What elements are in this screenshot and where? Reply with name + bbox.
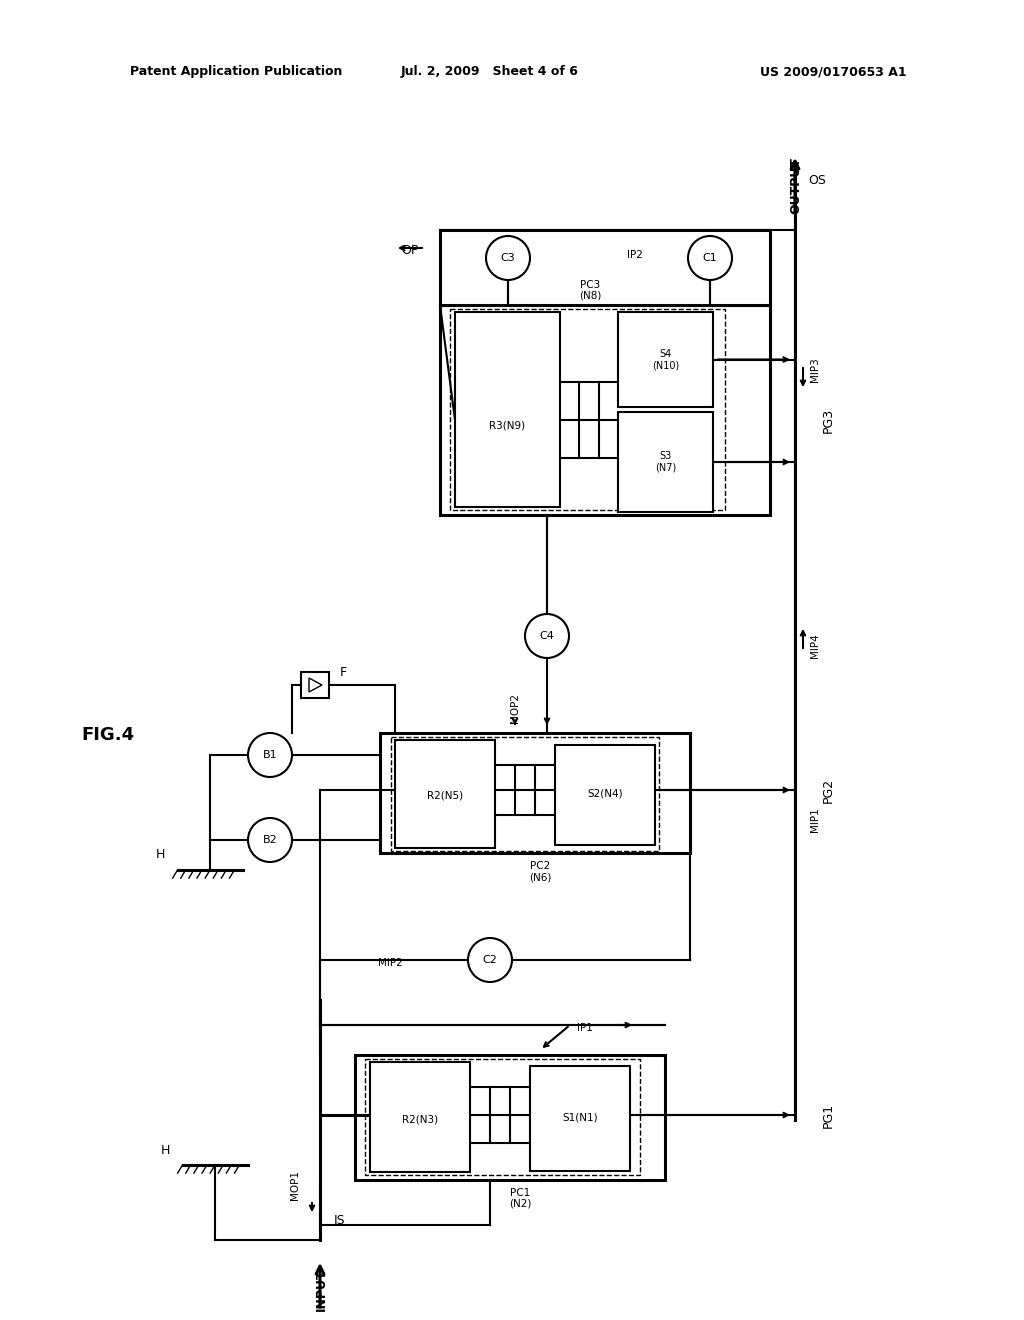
Circle shape	[486, 236, 530, 280]
Bar	[395, 741, 495, 847]
Text: H: H	[156, 849, 165, 862]
Bar	[618, 312, 713, 407]
Polygon shape	[309, 678, 322, 692]
Text: (N2): (N2)	[509, 1199, 531, 1209]
Text: S1(N1): S1(N1)	[562, 1113, 598, 1123]
Text: MIP2: MIP2	[378, 958, 402, 968]
Text: MIP1: MIP1	[810, 808, 820, 833]
Circle shape	[468, 939, 512, 982]
Text: C4: C4	[540, 631, 554, 642]
Bar	[365, 1059, 640, 1175]
Bar	[355, 1055, 665, 1180]
Text: R2(N3): R2(N3)	[402, 1115, 438, 1125]
Text: C2: C2	[482, 954, 498, 965]
Bar	[555, 744, 655, 845]
Circle shape	[248, 818, 292, 862]
Text: R3(N9): R3(N9)	[489, 420, 525, 430]
Text: S2(N4): S2(N4)	[587, 788, 623, 799]
Bar	[391, 737, 659, 851]
Bar	[301, 672, 329, 698]
Bar	[370, 1063, 470, 1172]
Text: C3: C3	[501, 253, 515, 263]
Circle shape	[525, 614, 569, 657]
Text: S3
(N7): S3 (N7)	[655, 451, 676, 473]
Text: PG2: PG2	[821, 777, 835, 803]
Bar	[450, 309, 725, 510]
Text: PG1: PG1	[821, 1102, 835, 1127]
Text: MOP1: MOP1	[290, 1170, 300, 1200]
Circle shape	[688, 236, 732, 280]
Text: OP: OP	[401, 243, 419, 256]
Bar	[455, 312, 560, 507]
Text: OUTPUT: OUTPUT	[790, 157, 803, 214]
Text: IS: IS	[334, 1213, 346, 1226]
Text: H: H	[161, 1143, 170, 1156]
Text: OS: OS	[808, 173, 826, 186]
Text: MIP4: MIP4	[810, 634, 820, 659]
Bar	[618, 412, 713, 512]
Text: C1: C1	[702, 253, 718, 263]
Bar	[380, 733, 690, 853]
Text: R2(N5): R2(N5)	[427, 789, 463, 800]
Circle shape	[248, 733, 292, 777]
Bar	[530, 1067, 630, 1171]
Text: IP1: IP1	[578, 1023, 593, 1034]
Text: F: F	[339, 667, 346, 680]
Text: FIG.4: FIG.4	[82, 726, 134, 744]
Text: IP2: IP2	[627, 249, 643, 260]
Text: S4
(N10): S4 (N10)	[652, 348, 679, 371]
Text: INPUT: INPUT	[314, 1269, 328, 1311]
Text: PC2: PC2	[529, 861, 550, 871]
Text: B1: B1	[263, 750, 278, 760]
Bar	[440, 305, 770, 515]
Text: (N6): (N6)	[528, 873, 551, 882]
Text: US 2009/0170653 A1: US 2009/0170653 A1	[760, 66, 906, 78]
Text: MIP3: MIP3	[810, 358, 820, 383]
Text: PC1: PC1	[510, 1188, 530, 1199]
Text: MOP2: MOP2	[510, 693, 520, 723]
Bar	[440, 230, 770, 305]
Text: (N8): (N8)	[579, 290, 601, 301]
Text: Patent Application Publication: Patent Application Publication	[130, 66, 342, 78]
Text: PG3: PG3	[821, 408, 835, 433]
Text: B2: B2	[262, 836, 278, 845]
Text: PC3: PC3	[580, 280, 600, 290]
Text: Jul. 2, 2009   Sheet 4 of 6: Jul. 2, 2009 Sheet 4 of 6	[401, 66, 579, 78]
